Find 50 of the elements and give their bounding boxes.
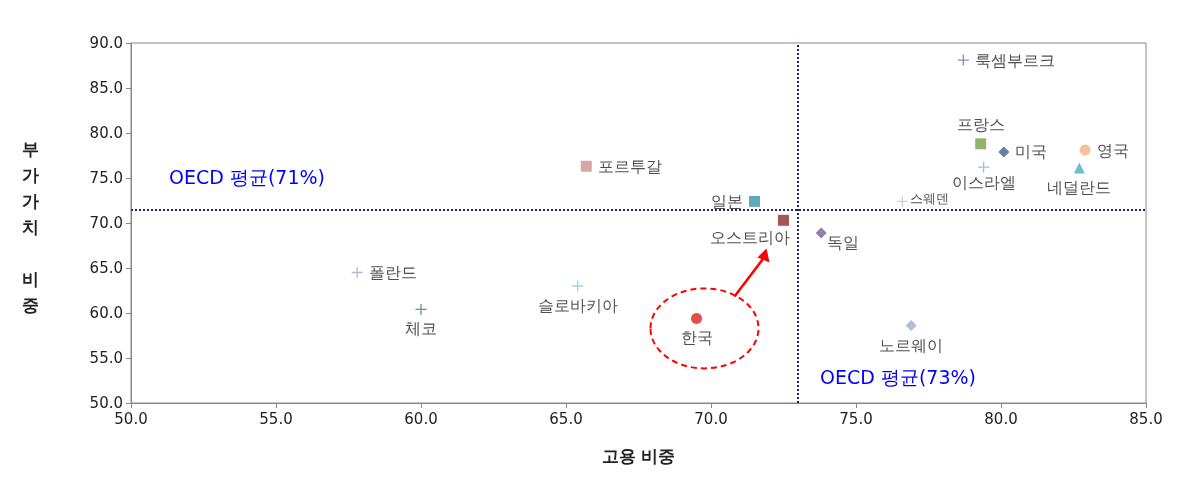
series-label: 프랑스 bbox=[956, 114, 1005, 134]
series-label: 영국 bbox=[1096, 140, 1129, 160]
point bbox=[1079, 144, 1091, 156]
point bbox=[998, 146, 1010, 158]
series-label: 룩셈부르크 bbox=[974, 50, 1055, 70]
y-tick-label: 75.0 bbox=[89, 169, 123, 187]
series-label: 이스라엘 bbox=[951, 173, 1016, 193]
point bbox=[691, 312, 702, 324]
series-label: 폴란드 bbox=[368, 263, 417, 282]
series-label: 슬로바키아 bbox=[537, 296, 618, 315]
y-tick-label: 50.0 bbox=[89, 394, 123, 412]
y-tick-label: 80.0 bbox=[89, 124, 123, 142]
point bbox=[572, 280, 584, 292]
point bbox=[957, 54, 969, 66]
series-label: 네덜란드 bbox=[1047, 178, 1112, 198]
series-label: 미국 bbox=[1015, 142, 1048, 162]
series-label: 오스트리아 bbox=[709, 228, 790, 248]
point bbox=[1073, 162, 1085, 174]
x-tick-label: 65.0 bbox=[549, 409, 583, 428]
series-label: 포르투갈 bbox=[597, 156, 662, 176]
y-tick-label: 60.0 bbox=[89, 304, 123, 322]
point bbox=[975, 138, 987, 150]
y-tick-label: 85.0 bbox=[89, 79, 123, 97]
x-tick-label: 70.0 bbox=[694, 409, 728, 428]
series-label: 노르웨이 bbox=[879, 335, 944, 355]
ref-line-label: OECD 평균(71%) bbox=[169, 166, 325, 188]
point bbox=[778, 214, 789, 226]
x-tick-label: 55.0 bbox=[259, 409, 293, 428]
x-tick-label: 85.0 bbox=[1129, 409, 1163, 428]
y-tick-label: 55.0 bbox=[89, 349, 123, 367]
x-tick-label: 60.0 bbox=[404, 409, 438, 428]
x-tick-label: 80.0 bbox=[984, 409, 1018, 428]
series-label: 스웨덴 bbox=[909, 190, 949, 206]
point bbox=[905, 320, 917, 332]
series-label: 한국 bbox=[680, 328, 713, 348]
text: 부가가치 비중 bbox=[22, 139, 39, 315]
x-axis-title: 고용 비중 bbox=[601, 445, 676, 466]
y-tick-label: 70.0 bbox=[89, 214, 123, 232]
series-label: 체코 bbox=[405, 319, 437, 339]
point bbox=[580, 160, 592, 172]
point bbox=[749, 195, 760, 207]
y-tick-label: 65.0 bbox=[89, 259, 123, 277]
series-label: 독일 bbox=[826, 233, 859, 253]
point bbox=[415, 303, 427, 315]
series-label: 일본 bbox=[711, 191, 743, 211]
x-tick-label: 75.0 bbox=[839, 409, 873, 428]
ref-line-label: OECD 평균(73%) bbox=[820, 365, 976, 388]
point bbox=[815, 227, 827, 239]
y-tick-label: 90.0 bbox=[89, 34, 123, 52]
x-tick-label: 50.0 bbox=[114, 409, 148, 428]
